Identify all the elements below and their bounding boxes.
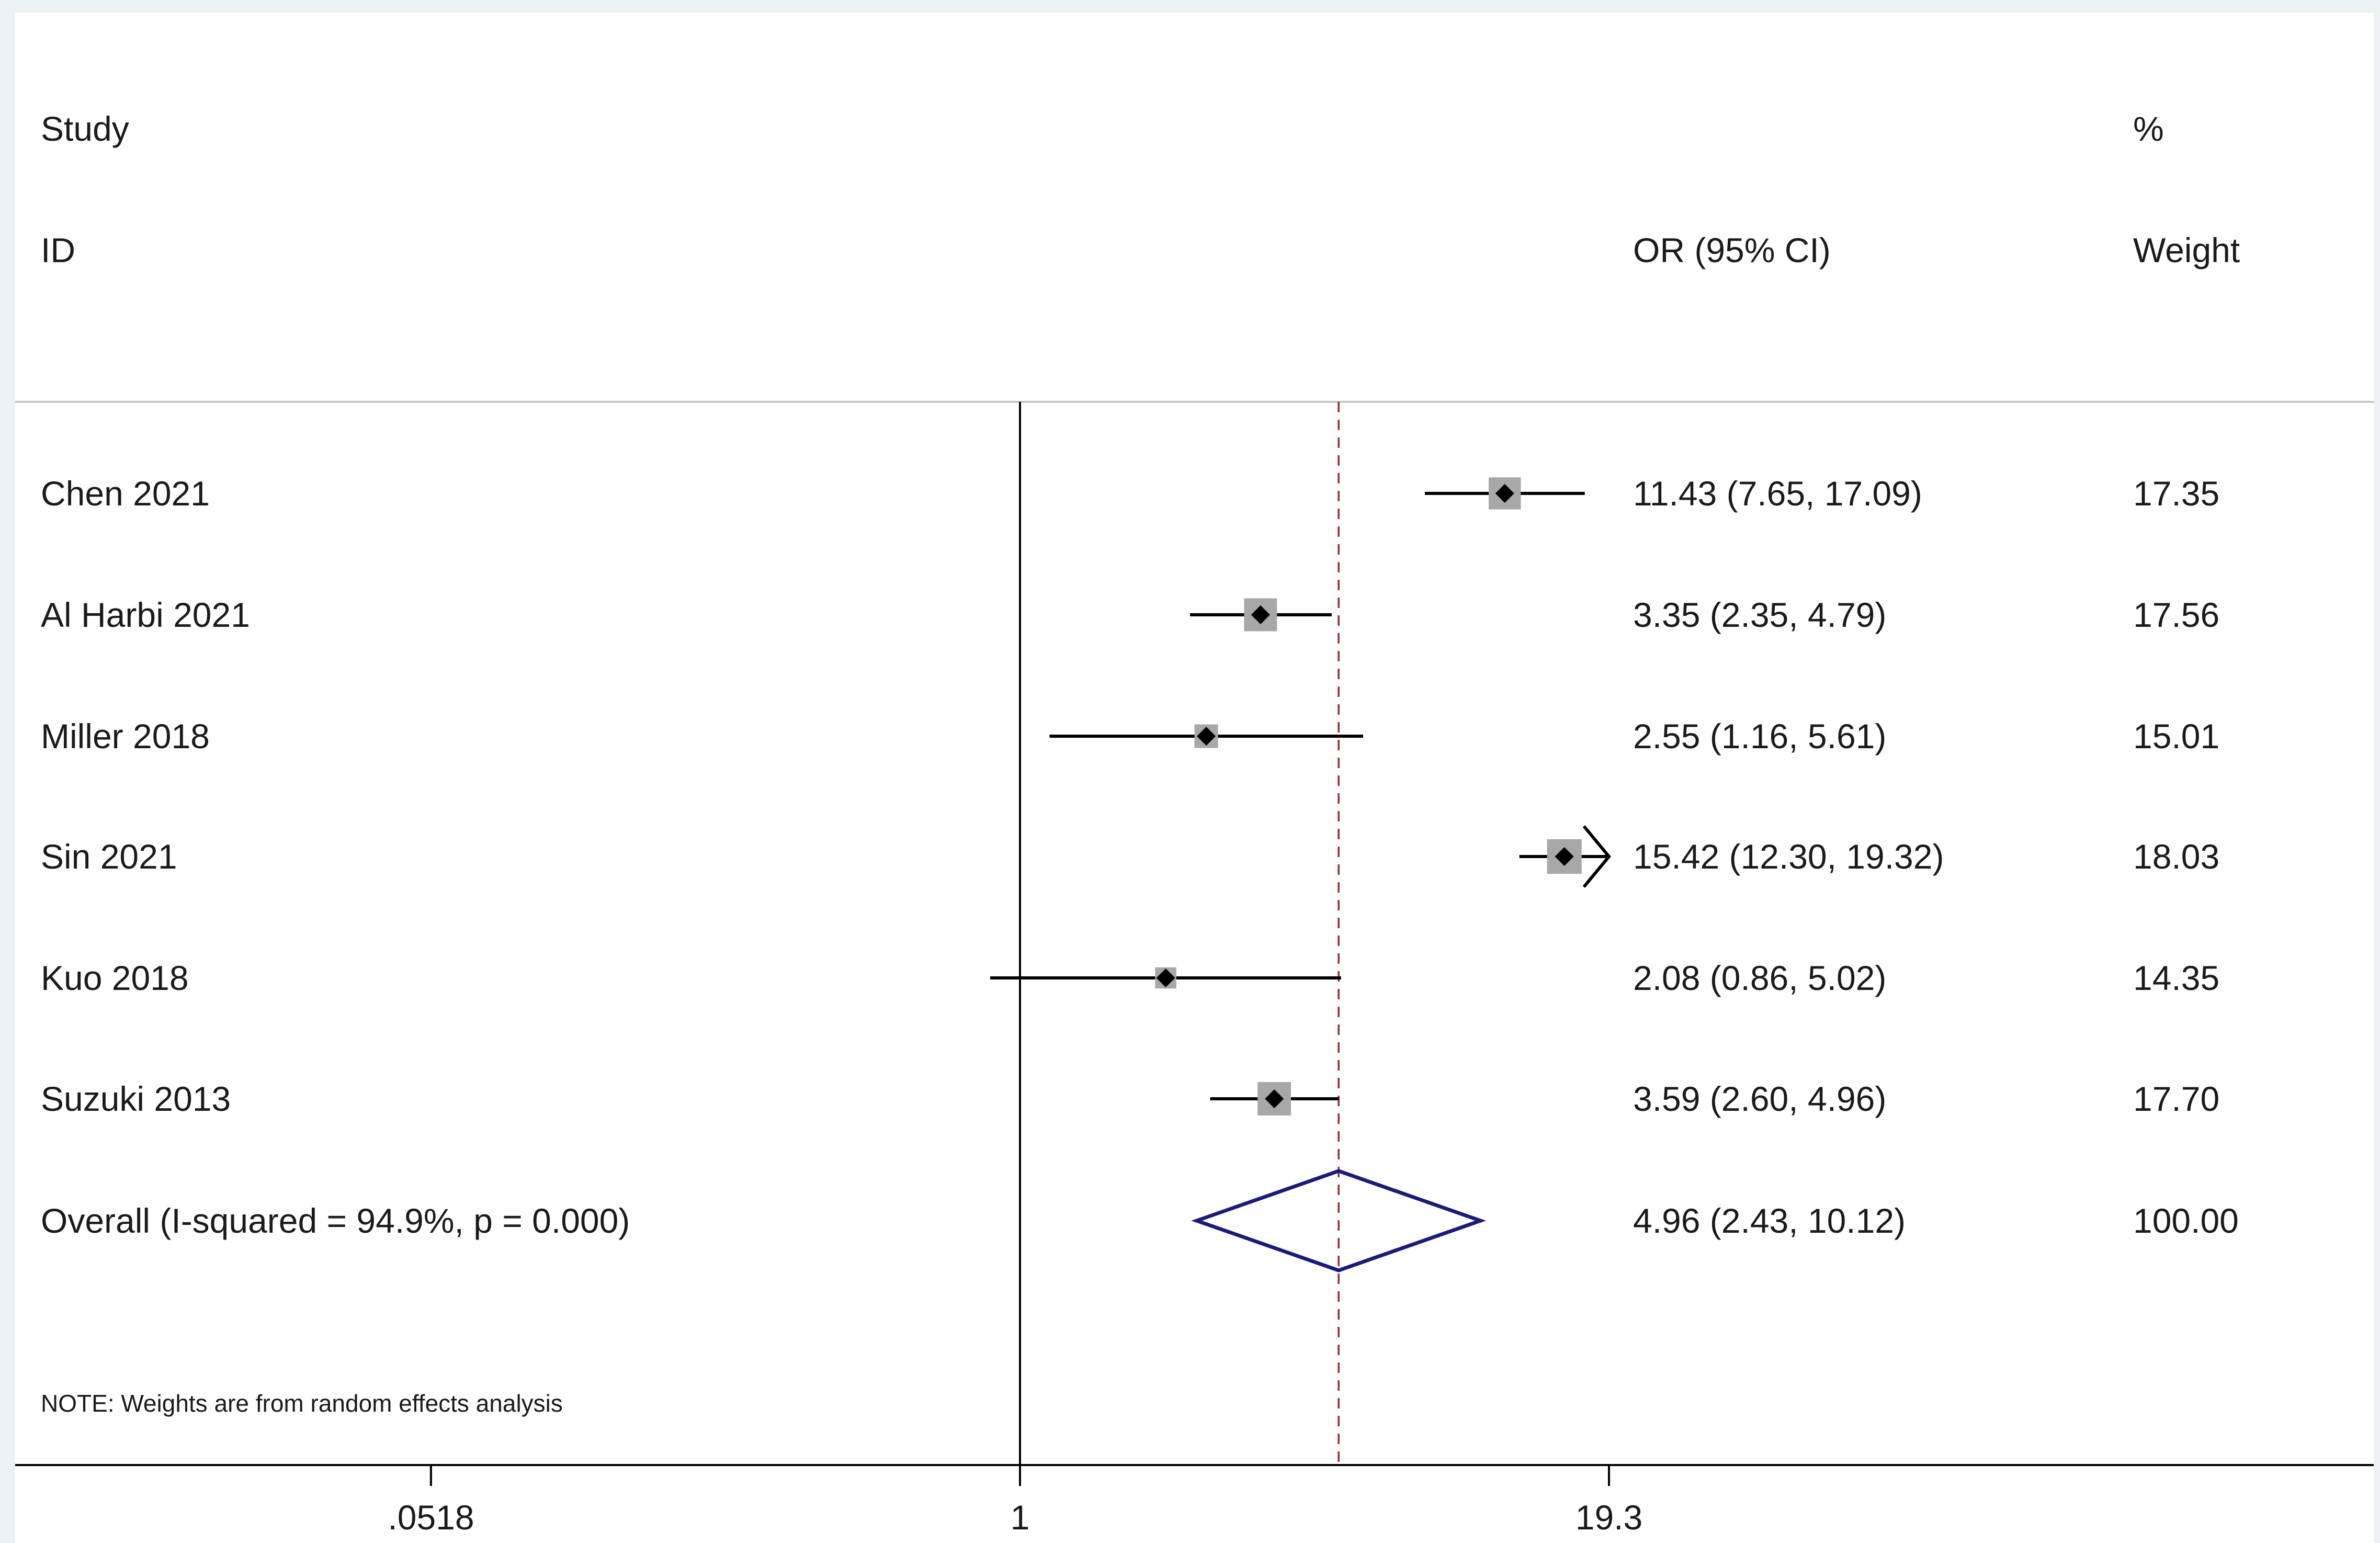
study-weight: 15.01: [2133, 717, 2220, 756]
study-ci-text: 15.42 (12.30, 19.32): [1633, 837, 1944, 876]
study-weight: 17.70: [2133, 1079, 2220, 1118]
study-weight: 17.35: [2133, 474, 2220, 513]
study-ci-text: 3.35 (2.35, 4.79): [1633, 595, 1887, 634]
point-estimate-marker: [1197, 727, 1216, 746]
study-weight: 18.03: [2133, 837, 2220, 876]
header-weight: Weight: [2133, 231, 2240, 269]
study-weight: 17.56: [2133, 595, 2220, 634]
point-estimate-marker: [1265, 1089, 1284, 1108]
study-label: Kuo 2018: [41, 959, 189, 997]
point-estimate-marker: [1251, 605, 1270, 624]
header-study: Study: [41, 109, 129, 148]
point-estimate-marker: [1495, 484, 1514, 503]
study-label: Chen 2021: [41, 474, 210, 513]
study-weight: 14.35: [2133, 959, 2220, 997]
study-ci-text: 3.59 (2.60, 4.96): [1633, 1079, 1887, 1118]
x-tick-label: .0518: [388, 1498, 474, 1537]
study-label: Al Harbi 2021: [41, 595, 250, 634]
header-id: ID: [41, 231, 75, 269]
study-label: Sin 2021: [41, 837, 177, 876]
x-tick-label: 1: [1010, 1498, 1030, 1537]
study-ci-text: 11.43 (7.65, 17.09): [1633, 474, 1922, 513]
header-or-ci: OR (95% CI): [1633, 231, 1831, 269]
x-tick-label: 19.3: [1575, 1498, 1643, 1537]
point-estimate-marker: [1156, 968, 1175, 987]
overall-weight: 100.00: [2133, 1201, 2239, 1240]
overall-ci-text: 4.96 (2.43, 10.12): [1633, 1201, 1906, 1240]
overall-diamond: [1191, 1169, 1487, 1272]
header-percent: %: [2133, 109, 2164, 148]
ci-truncation-arrow: [1582, 825, 1611, 888]
study-label: Miller 2018: [41, 717, 210, 756]
study-ci-text: 2.55 (1.16, 5.61): [1633, 717, 1887, 756]
study-label: Suzuki 2013: [41, 1079, 231, 1118]
point-estimate-marker: [1555, 847, 1574, 866]
plot-panel: [15, 13, 2374, 1543]
overall-label: Overall (I-squared = 94.9%, p = 0.000): [41, 1201, 630, 1240]
study-ci-text: 2.08 (0.86, 5.02): [1633, 959, 1887, 997]
footnote: NOTE: Weights are from random effects an…: [41, 1390, 563, 1417]
